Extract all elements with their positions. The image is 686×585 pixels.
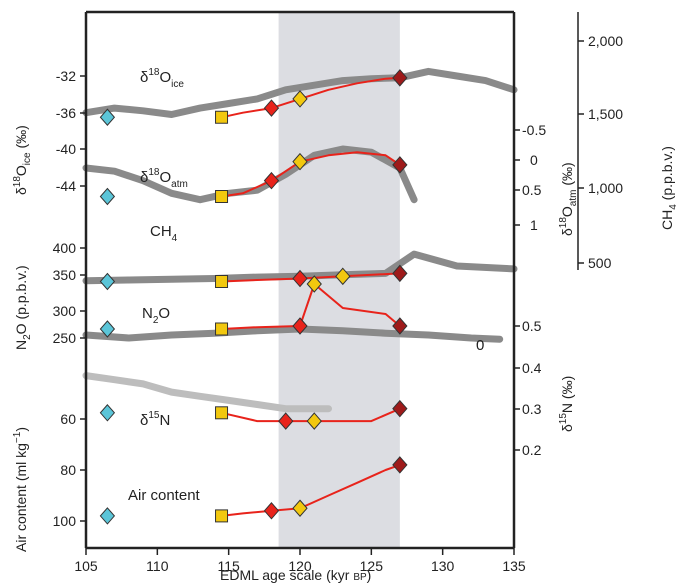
marker-layer (99, 69, 408, 525)
d15N-start-marker (215, 406, 229, 420)
ch4-synthesis-line (220, 272, 401, 283)
d18o-atm-synthesis-line (220, 151, 401, 198)
n2o-axis-title: N2O (p.p.b.v.) (13, 265, 33, 350)
tick-d15n-02: 0.2 (522, 442, 542, 458)
x-tick-label: 125 (360, 558, 384, 574)
tick-air-80: 80 (60, 462, 76, 478)
tick-atm-1: 1 (530, 217, 538, 233)
left-axis-ticks (80, 75, 86, 522)
ch4-axis-title: CH4 (p.p.b.v.) (659, 146, 679, 230)
air-axis-title: Air content (ml kg−1) (12, 427, 29, 552)
d18O_ice-start-marker (215, 110, 229, 124)
tick-ice-40: -40 (56, 141, 76, 157)
CH4-end-marker (392, 264, 408, 283)
label-air-content: Air content (128, 487, 201, 504)
d15N-end-marker (392, 399, 408, 418)
x-tick-label: 120 (288, 558, 312, 574)
tick-ch4-500: 500 (588, 255, 612, 271)
tick-ch4-2000: 2,000 (588, 33, 623, 49)
tick-ch4-1500: 1,500 (588, 106, 623, 122)
air-content-synthesis-line (220, 463, 401, 517)
d18O_atm-start-marker (215, 190, 229, 203)
tick-ice-36: -36 (56, 105, 76, 121)
x-tick-label: 110 (146, 558, 169, 574)
d18O_ice-end-marker (392, 69, 408, 87)
CH4-early-marker (99, 272, 116, 291)
ch4-tick-labels: 2,000 1,500 1,000 500 (588, 33, 623, 271)
x-tick-label: 115 (218, 558, 241, 574)
air_content-end-marker (392, 456, 408, 474)
N2O-mid2-marker (306, 275, 322, 293)
air_content-mid-marker (263, 502, 280, 520)
ice-axis-title: δ18Oice (‰) (12, 125, 33, 195)
d18O_ice-mid-marker (263, 99, 280, 117)
label-ch4: CH4 (150, 223, 178, 244)
N2O-start-marker (215, 322, 229, 336)
d18o-ice-reference-line (82, 67, 518, 118)
x-tick-label: 135 (502, 558, 526, 574)
label-d15n: δ15N (140, 410, 170, 429)
tick-d15n-04: 0.4 (522, 360, 542, 376)
air_content-start-marker (215, 509, 229, 523)
label-d18o-ice: δ18Oice (140, 67, 184, 90)
tick-atm-neg05: -0.5 (522, 122, 546, 138)
d18O_ice-mid2-marker (292, 90, 308, 108)
tick-d15n-05: 0.5 (522, 318, 542, 334)
d18o-atm-reference-line (82, 145, 418, 204)
tick-n2o-300: 300 (53, 303, 77, 319)
N2O-end-marker (392, 317, 408, 335)
label-n2o: N2O (142, 305, 170, 326)
x-axis-ticks: 105 110 115 120 125 130 135 (74, 548, 526, 574)
left-tick-labels: -32 -36 -40 -44 400 350 300 250 60 80 10… (53, 68, 77, 529)
d18O_ice-early-marker (99, 108, 116, 127)
air_content-mid2-marker (292, 499, 308, 518)
d15N-mid-marker (278, 412, 294, 430)
N2O-early-marker (99, 320, 116, 338)
d18O_atm-early-marker (99, 187, 116, 206)
d18O_atm-mid2-marker (292, 152, 308, 171)
tick-atm-05: 0.5 (522, 182, 542, 198)
tick-air-60: 60 (60, 411, 76, 427)
x-axis-title: EDML age scale (kyr BP) (220, 567, 371, 583)
tick-n2o-350: 350 (53, 267, 77, 283)
tick-atm-0: 0 (530, 152, 538, 168)
tick-d15n-03: 0.3 (522, 401, 542, 417)
x-tick-label: 105 (74, 558, 98, 574)
tick-n2o-400: 400 (53, 240, 77, 256)
N2O-mid-marker (292, 317, 308, 335)
n2o-zero-annotation: 0 (476, 337, 484, 354)
CH4-mid-marker (292, 269, 308, 288)
label-d18o-atm: δ18Oatm (140, 167, 188, 190)
d15N-mid2-marker (306, 412, 322, 430)
d15n-reference-line (82, 372, 332, 413)
tick-ch4-1000: 1,000 (588, 180, 623, 196)
ch4-axis-ticks (578, 40, 584, 264)
d18O_atm-end-marker (392, 156, 408, 174)
d15N-early-marker (99, 404, 116, 422)
right-axis-ticks (514, 129, 520, 451)
CH4-start-marker (215, 275, 229, 288)
tick-ice-44: -44 (56, 178, 76, 194)
tick-air-100: 100 (53, 513, 77, 529)
x-tick-label: 130 (431, 558, 455, 574)
d18O_atm-mid-marker (263, 171, 280, 190)
CH4-mid2-marker (335, 267, 351, 286)
tick-n2o-250: 250 (53, 330, 77, 346)
right-tick-labels: -0.5 0 0.5 1 0.5 0.4 0.3 0.2 (522, 122, 546, 458)
d15n-axis-title: δ15N (‰) (558, 376, 575, 432)
d18o-ice-synthesis-line (220, 76, 401, 119)
air_content-early-marker (99, 507, 116, 525)
tick-ice-32: -32 (56, 68, 76, 84)
atm-axis-title: δ18Oatm (‰) (558, 162, 579, 236)
